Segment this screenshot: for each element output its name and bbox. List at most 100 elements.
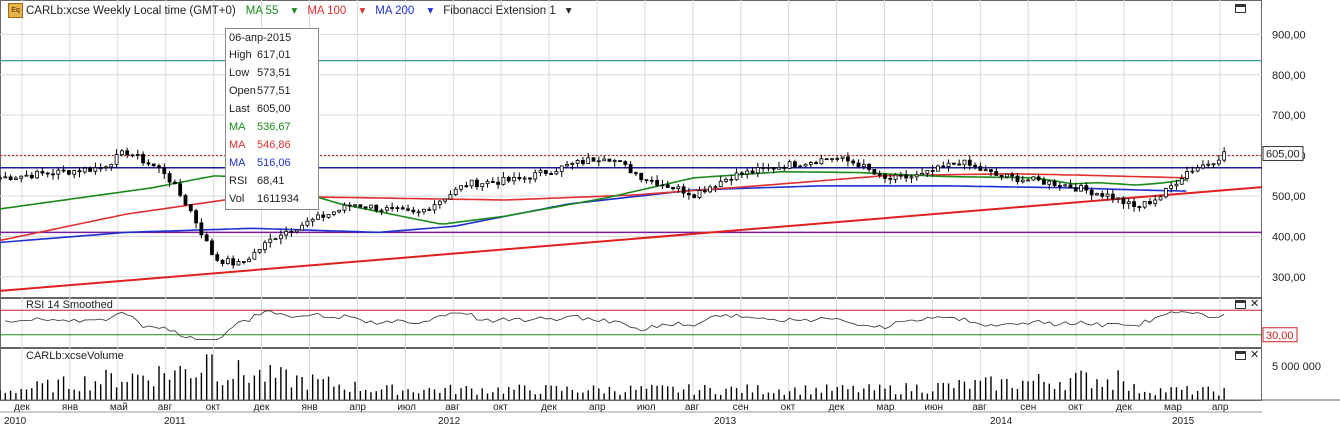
candle-body <box>35 171 39 179</box>
fibonacci-legend[interactable]: Fibonacci Extension 1 ▾ <box>443 5 572 17</box>
candle-body <box>1010 173 1015 177</box>
close-volume-panel-icon[interactable]: ✕ <box>1250 349 1260 361</box>
candle-body <box>363 206 368 209</box>
candle-body <box>1163 188 1168 198</box>
candle-body <box>655 180 660 186</box>
candle-body <box>1079 185 1083 192</box>
candle-body <box>1004 173 1009 178</box>
candle-body <box>989 169 993 172</box>
maximize-price-panel-icon[interactable] <box>1235 4 1246 13</box>
candle-body <box>1153 199 1158 205</box>
candle-body <box>342 204 347 211</box>
month-tick-label: окт <box>1068 402 1083 413</box>
candle-body <box>88 167 92 172</box>
ma100-line <box>0 173 1187 242</box>
candle-body <box>845 156 850 162</box>
tooltip-row: MA 546,86 <box>229 136 315 154</box>
ma200-legend[interactable]: MA 200 ▾ <box>375 5 434 17</box>
candle-body <box>162 167 167 175</box>
candle-body <box>877 173 882 176</box>
tooltip-key: MA <box>229 121 246 133</box>
candle-body <box>146 162 151 165</box>
candle-body <box>77 170 82 173</box>
month-tick-label: апр <box>1212 402 1229 413</box>
candle-body <box>893 174 898 180</box>
ma100-legend[interactable]: MA 100 ▾ <box>307 5 366 17</box>
candle-body <box>358 204 363 208</box>
candle-body <box>586 157 591 165</box>
candle-body <box>66 170 71 175</box>
candle-body <box>787 161 792 169</box>
year-tick-label: 2013 <box>714 416 737 427</box>
candle-body <box>24 174 29 177</box>
candle-body <box>946 162 951 167</box>
candle-body <box>278 234 283 240</box>
maximize-volume-panel-icon[interactable] <box>1235 351 1246 360</box>
candle-body <box>930 170 935 172</box>
candle-body <box>978 166 983 171</box>
candle-body <box>464 185 469 188</box>
candle-body <box>512 176 516 182</box>
candle-body <box>867 163 871 170</box>
month-tick-label: июн <box>924 402 943 413</box>
candle-body <box>496 181 501 185</box>
year-tick-label: 2012 <box>438 416 461 427</box>
candle-body <box>0 177 2 180</box>
candle-body <box>422 208 426 213</box>
candle-body <box>543 170 548 174</box>
symbol-label[interactable]: CARLb:xcse Weekly Local time (GMT+0) <box>26 5 236 17</box>
rsi-line <box>5 310 1225 341</box>
candle-body <box>713 186 718 188</box>
axes: 900,00800,00700,00600,00500,00400,00300,… <box>0 29 1340 427</box>
candle-body <box>374 204 379 211</box>
tooltip-value: 577,51 <box>257 85 291 97</box>
candle-body <box>649 179 654 182</box>
candle-body <box>294 229 299 233</box>
candle-body <box>1031 176 1036 181</box>
candle-body <box>1100 193 1105 197</box>
month-tick-label: янв <box>301 402 317 413</box>
close-rsi-panel-icon[interactable]: ✕ <box>1250 298 1260 310</box>
candle-body <box>300 224 304 231</box>
tooltip-key: MA <box>229 157 246 169</box>
candle-body <box>1142 201 1147 208</box>
year-tick-label: 2014 <box>990 416 1013 427</box>
candle-body <box>936 165 940 172</box>
ma55-legend[interactable]: MA 55 ▾ <box>245 5 298 17</box>
month-tick-label: дек <box>14 402 30 413</box>
volume-title[interactable]: CARLb:xcseVolume <box>26 350 124 362</box>
candle-body <box>925 170 930 174</box>
candle-body <box>257 249 262 253</box>
candle-body <box>1084 185 1089 191</box>
candle-body <box>681 186 686 194</box>
tooltip-value: 546,86 <box>257 139 291 151</box>
maximize-rsi-panel-icon[interactable] <box>1235 300 1246 309</box>
candle-body <box>1190 170 1195 173</box>
month-tick-label: мар <box>876 402 894 413</box>
month-tick-label: авг <box>158 402 173 413</box>
candle-body <box>236 261 241 266</box>
candle-body <box>1206 163 1211 166</box>
tooltip-value: 605,00 <box>257 103 291 115</box>
candle-body <box>596 160 601 163</box>
candle-body <box>72 170 77 175</box>
candle-body <box>898 174 903 177</box>
month-tick-label: авг <box>445 402 460 413</box>
candle-body <box>51 173 55 176</box>
y-tick-label: 500,00 <box>1272 191 1306 203</box>
month-tick-label: янв <box>62 402 78 413</box>
candle-body <box>824 158 829 161</box>
tooltip-row: Open 577,51 <box>229 82 315 100</box>
candle-body <box>384 207 389 211</box>
month-tick-label: авг <box>972 402 987 413</box>
y-tick-label: 900,00 <box>1272 29 1306 41</box>
month-tick-label: мар <box>1164 402 1182 413</box>
candle-body <box>284 230 289 236</box>
candle-body <box>856 162 861 168</box>
rsi-title[interactable]: RSI 14 Smoothed <box>26 299 113 311</box>
candle-body <box>199 222 204 236</box>
candle-body <box>973 164 977 167</box>
eq-icon[interactable]: Eq <box>8 3 23 18</box>
candle-body <box>708 186 713 193</box>
candle-body <box>872 169 877 175</box>
